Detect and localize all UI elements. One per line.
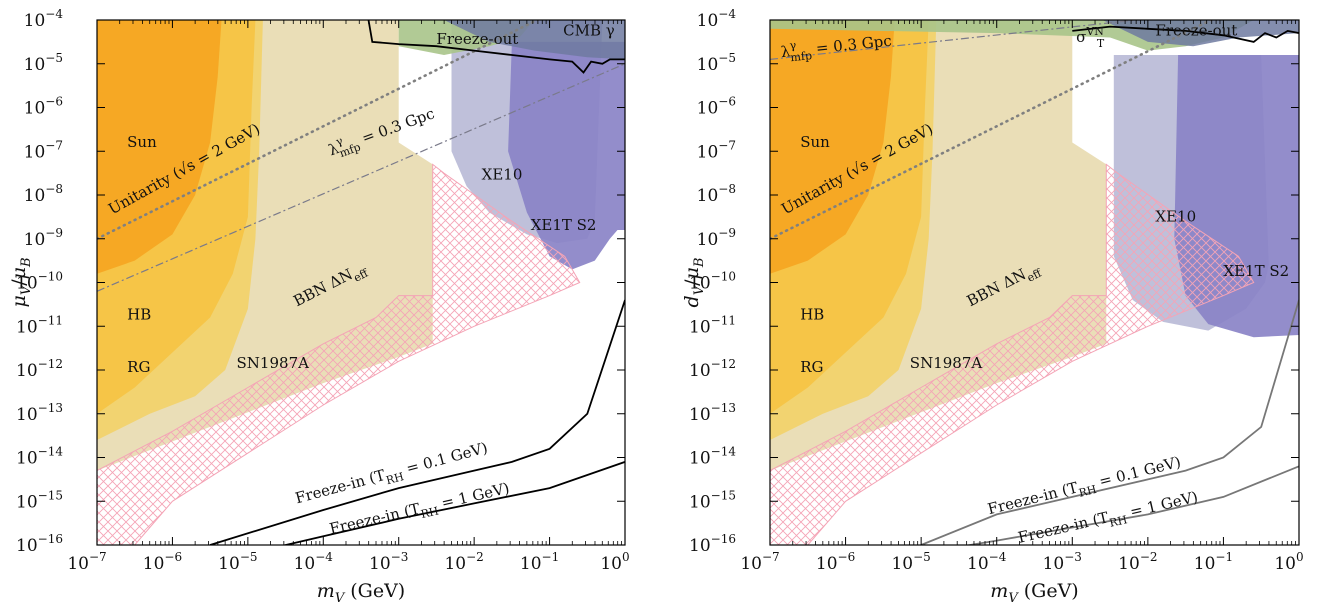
x-tick-label: 10−2 [1118,550,1157,574]
x-tick-label: 10−7 [740,550,779,574]
y-tick-label: 10−12 [16,357,63,381]
x-tick-label: 10−2 [444,550,483,574]
x-tick-label: 10−1 [520,550,559,574]
regions [770,20,1299,545]
x-tick-label: 10−7 [67,550,106,574]
ticks [769,19,1300,546]
y-tick-label: 10−4 [697,7,737,31]
y-tick-label: 10−8 [24,182,63,206]
hb-label: HB [127,306,151,324]
x-tick-label: 10−6 [816,550,855,574]
hb-label: HB [800,306,824,324]
rg-label: RG [127,358,150,376]
y-tick-label: 10−11 [16,313,63,337]
panel-right: 10−7 10−6 10−5 10−4 10−3 10−2 10−1 100 10−16 10−1… [681,7,1304,604]
y-tick-label: 10−14 [689,445,736,469]
series-line-1 [281,461,625,545]
y-tick-label: 10−16 [689,532,736,556]
y-tick-label: 10−11 [689,313,736,337]
regions [97,20,625,545]
sn1987a-region [97,163,581,545]
y-tick-label: 10−5 [697,51,736,75]
ticks [96,19,626,546]
xe1t-label: XE1T S2 [1223,262,1289,280]
series-line-0 [209,299,625,545]
x-tick-label: 10−1 [1194,550,1233,574]
y-tick-label: 10−15 [16,488,63,512]
y-tick-label: 10−6 [697,95,736,119]
xe10-label: XE10 [482,166,523,184]
series-line-2 [97,20,540,241]
y-tick-label: 10−7 [697,138,736,162]
y-tick-label: 10−8 [697,182,736,206]
lines [770,20,1299,545]
y-tick-label: 10−13 [689,401,736,425]
cmb-label: CMB γ [563,21,615,39]
series-line-1 [964,465,1299,545]
xe1t-label: XE1T S2 [531,216,597,234]
y-tick-label: 10−13 [16,401,63,425]
freezeout-label: Freeze-out [1155,21,1237,39]
y-tick-label: 10−9 [24,226,63,250]
x-tick-label: 10−6 [143,550,182,574]
lines [97,20,625,545]
x-tick-label: 100 [600,550,629,574]
sn1987a-label: SN1987A [237,354,310,372]
xe1t-region [508,41,625,270]
freezeout-line [367,20,625,74]
rg-label: RG [800,358,823,376]
series-line-0 [920,299,1299,545]
y-tick-label: 10−6 [24,95,63,119]
x-tick-label: 10−3 [369,550,408,574]
y-tick-label: 10−9 [697,226,736,250]
x-tick-label: 10−3 [1043,550,1082,574]
x-tick-label: 10−4 [294,550,334,574]
sigma-label: σVN T [1076,25,1105,50]
sun-region [97,20,222,274]
y-tick-label: 10−5 [24,51,63,75]
panel-left: 10−7 10−6 10−5 10−4 10−3 10−2 10−1 100 10−16 10−1… [8,7,630,604]
x-tick-label: 100 [1274,550,1303,574]
y-tick-label: 10−15 [689,488,736,512]
y-axis-label: μV/μB [8,257,34,307]
y-axis-label: dV/μB [681,258,707,308]
sn1987a-region [770,163,1255,545]
y-tick-label: 10−14 [16,445,63,469]
y-tick-label: 10−7 [24,138,63,162]
sn1987a-label: SN1987A [910,354,983,372]
x-axis-label: mV (GeV) [990,580,1078,604]
xe10-label: XE10 [1155,207,1196,225]
y-tick-label: 10−12 [689,357,736,381]
x-tick-label: 10−5 [218,550,257,574]
x-tick-label: 10−4 [967,550,1007,574]
sun-label: Sun [127,133,157,151]
x-tick-label: 10−5 [891,550,930,574]
sun-label: Sun [800,133,830,151]
y-tick-label: 10−16 [16,532,63,556]
freezeout-label: Freeze-out [436,30,518,48]
freezeout-line [1072,25,1299,43]
x-axis-label: mV (GeV) [317,580,405,604]
y-tick-label: 10−4 [24,7,64,31]
sun-region [770,20,895,274]
cmb-region [444,20,625,60]
series-line-2 [770,20,1214,241]
